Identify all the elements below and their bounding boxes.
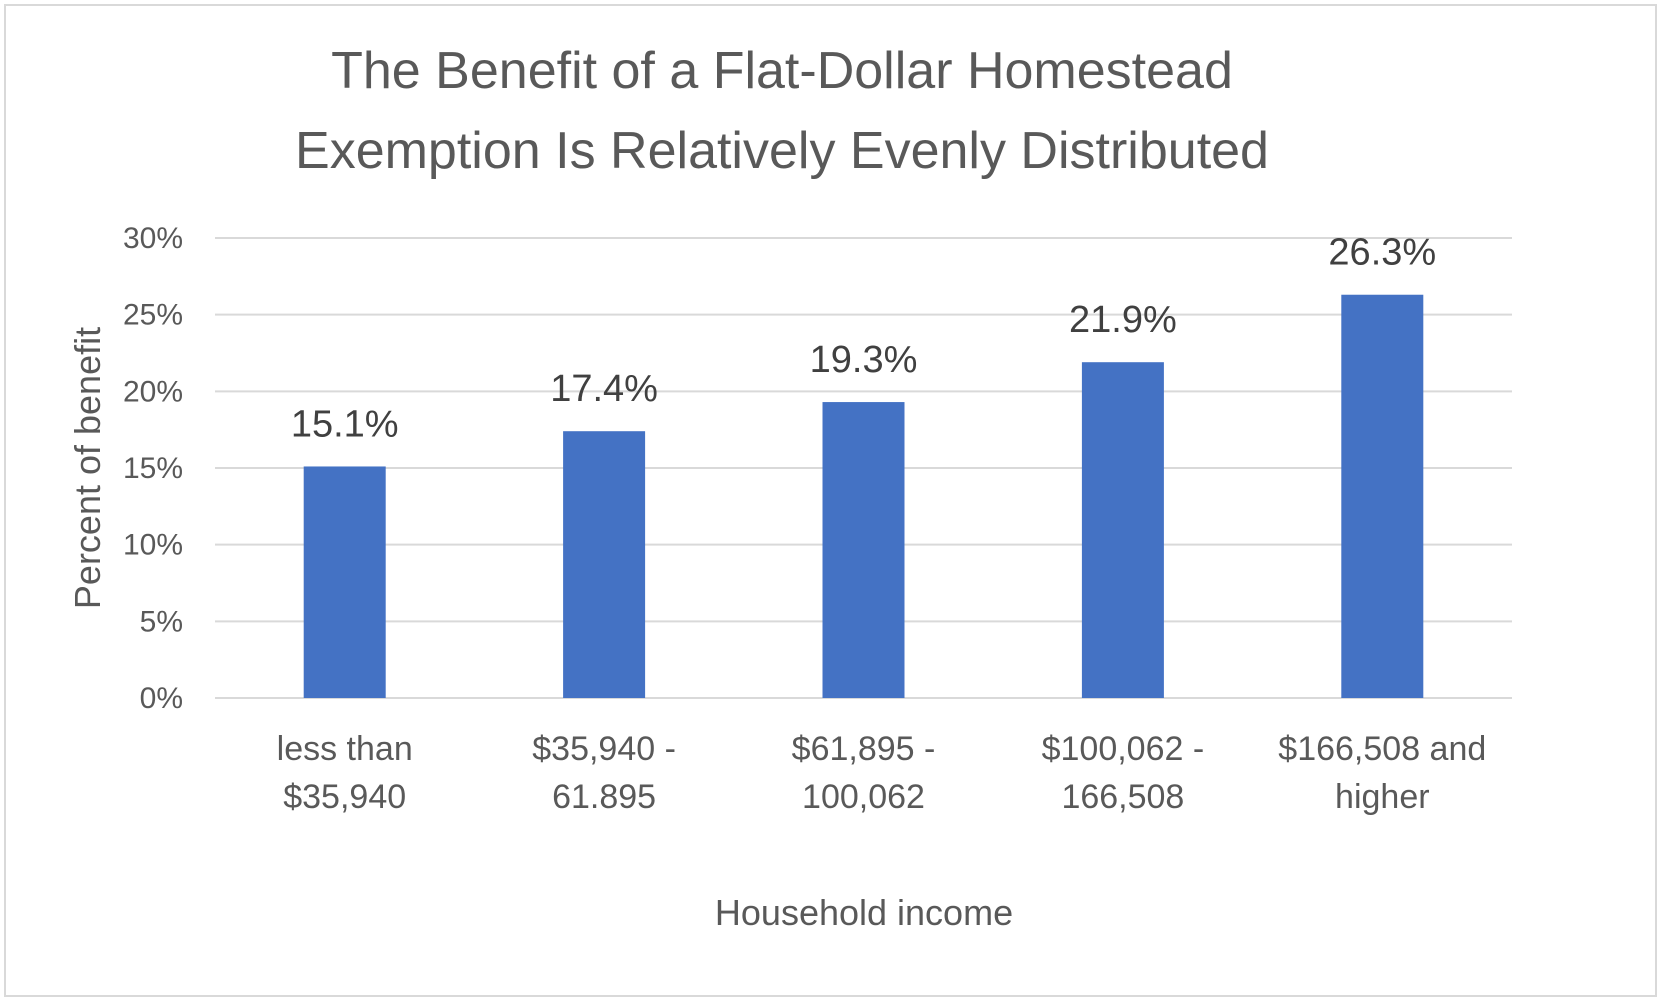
- x-category-label: $61,895 -: [792, 730, 936, 768]
- chart-title-line-1: The Benefit of a Flat-Dollar Homestead: [331, 42, 1233, 100]
- data-label: 17.4%: [550, 368, 658, 410]
- data-label: 21.9%: [1069, 299, 1177, 341]
- gridlines: [215, 237, 1512, 699]
- data-labels: 15.1% 17.4% 19.3% 21.9% 26.3%: [291, 232, 1436, 446]
- x-category-label: 166,508: [1061, 778, 1184, 816]
- bar: [563, 431, 646, 698]
- y-tick-label: 15%: [123, 452, 183, 485]
- x-category-label: $35,940: [283, 778, 406, 816]
- data-label: 15.1%: [291, 403, 399, 445]
- x-category-label: 61.895: [552, 778, 656, 816]
- y-tick-label: 20%: [123, 375, 183, 408]
- bar: [1081, 362, 1164, 698]
- y-tick-label: 10%: [123, 529, 183, 562]
- data-label: 26.3%: [1328, 232, 1436, 274]
- chart-title: The Benefit of a Flat-Dollar Homestead E…: [295, 42, 1269, 180]
- y-tick-label: 30%: [123, 222, 183, 255]
- y-axis-title: Percent of benefit: [67, 327, 108, 609]
- x-category-label: higher: [1335, 778, 1430, 816]
- bar: [303, 466, 386, 698]
- x-category-label: $35,940 -: [532, 730, 676, 768]
- y-tick-label: 0%: [140, 682, 183, 715]
- x-category-label: less than: [277, 730, 413, 768]
- bar: [822, 402, 905, 698]
- x-category-label: $100,062 -: [1042, 730, 1205, 768]
- x-category-label: $166,508 and: [1278, 730, 1486, 768]
- y-tick-label: 25%: [123, 299, 183, 332]
- bars: [303, 294, 1424, 698]
- bar: [1341, 294, 1424, 698]
- y-tick-label: 5%: [140, 605, 183, 638]
- x-axis-categories: less than $35,940 $35,940 - 61.895 $61,895 -…: [277, 730, 1487, 816]
- y-axis-ticks: 0% 5% 10% 15% 20% 25% 30%: [123, 222, 183, 715]
- data-label: 19.3%: [810, 339, 918, 381]
- chart-title-line-2: Exemption Is Relatively Evenly Distribut…: [295, 122, 1269, 180]
- x-axis-title: Household income: [715, 892, 1013, 933]
- x-category-label: 100,062: [802, 778, 925, 816]
